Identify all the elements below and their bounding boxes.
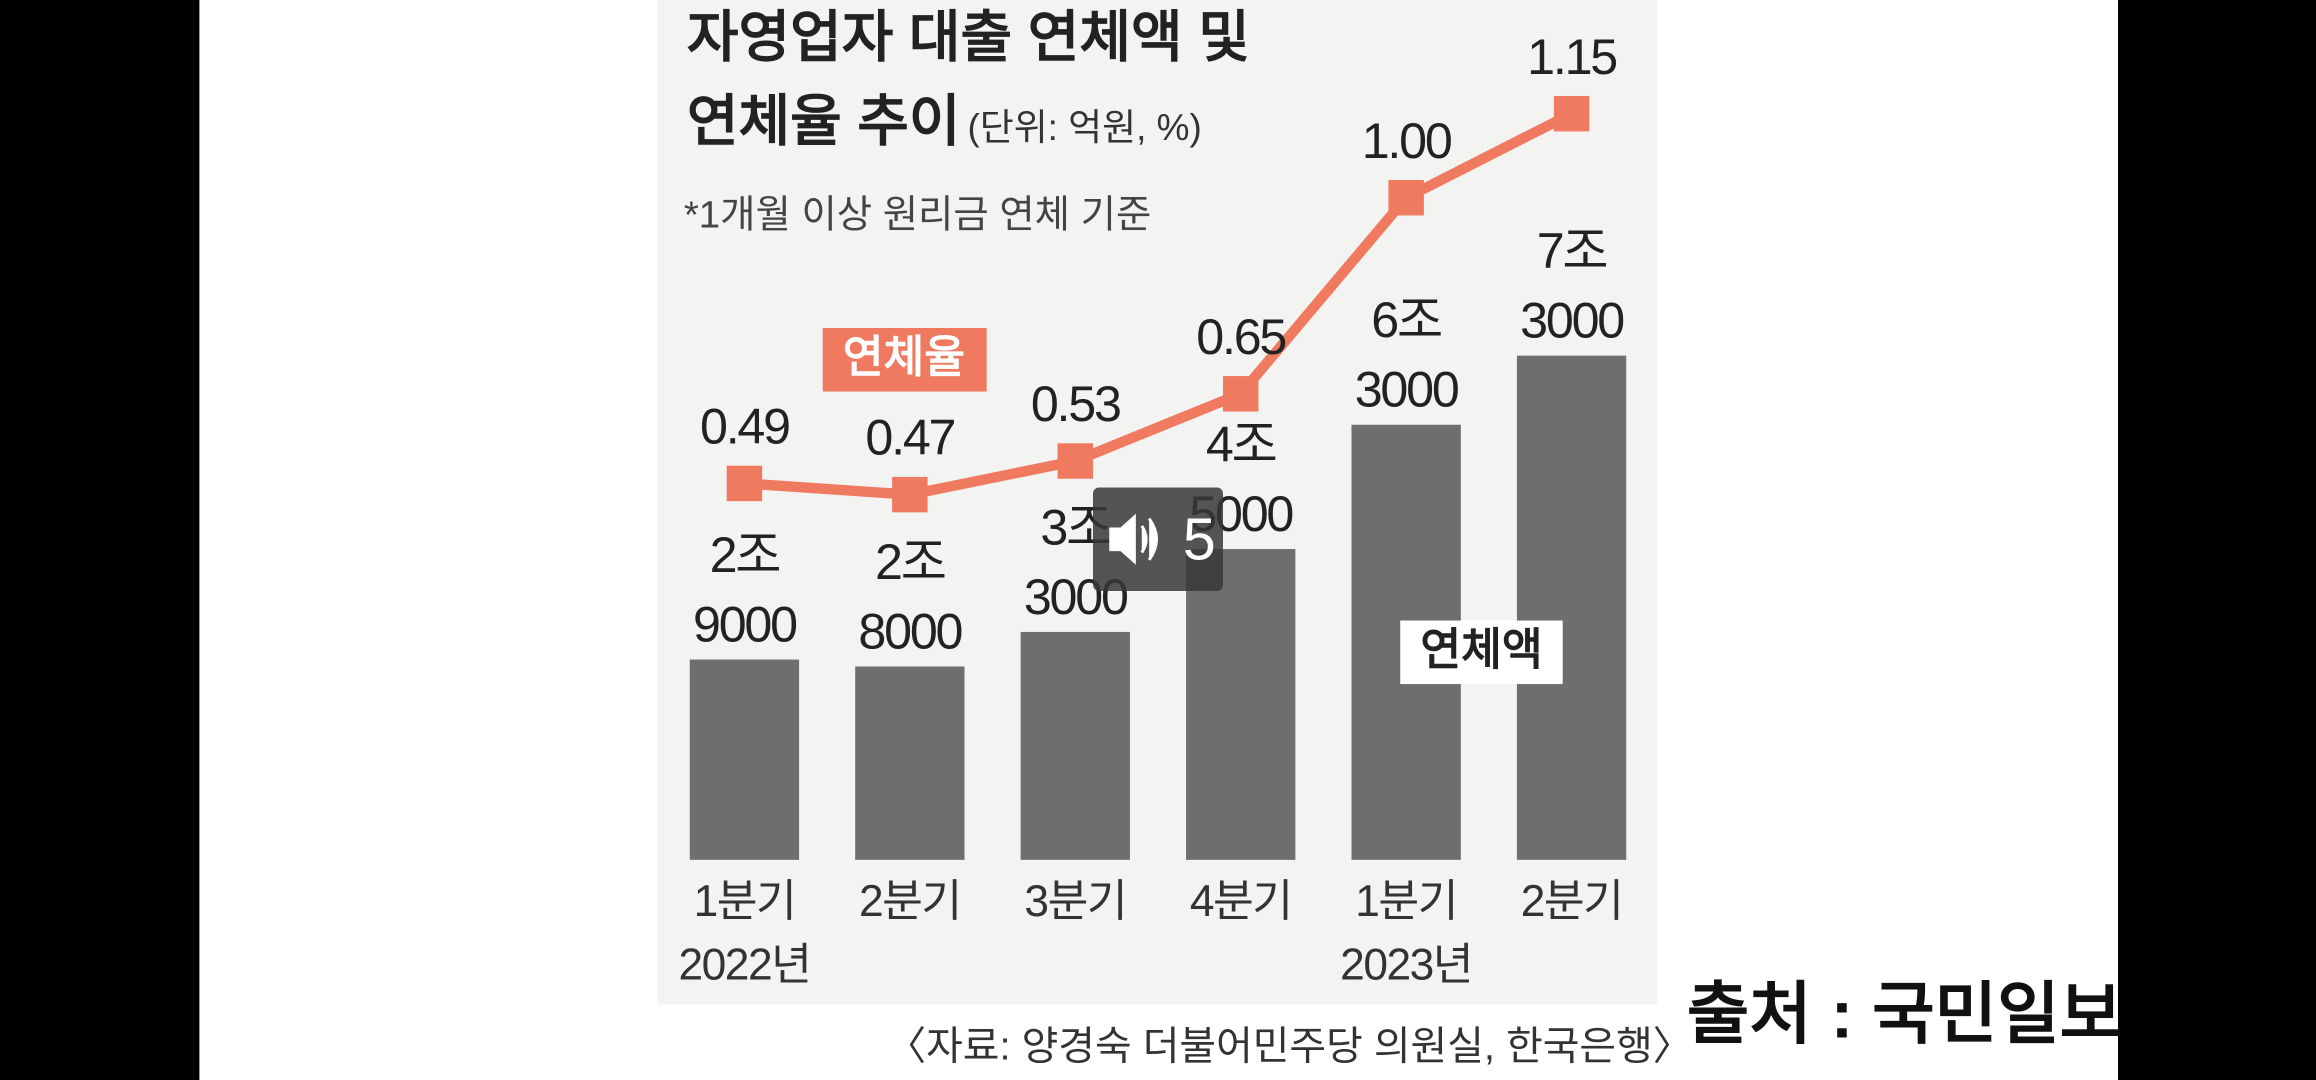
x-tick-label: 1분기 2022년 xyxy=(678,877,810,990)
x-tick-label: 4분기 xyxy=(1190,877,1292,926)
speaker-icon[interactable] xyxy=(1109,513,1158,565)
bar xyxy=(1186,549,1296,860)
rate-marker xyxy=(1553,95,1590,132)
chart-subtitle: (단위: 억원, %) xyxy=(967,107,1201,148)
chart-note: *1개월 이상 원리금 연체 기준 xyxy=(684,193,1151,236)
rate-line xyxy=(744,109,1574,500)
rate-value-label: 0.53 xyxy=(1031,376,1120,432)
legend-label: 연체액 xyxy=(1420,626,1542,675)
legend-label: 연체율 xyxy=(843,333,965,382)
x-tick-label: 1분기 2023년 xyxy=(1340,877,1472,990)
rate-marker xyxy=(1057,443,1094,479)
rate-marker xyxy=(892,476,928,513)
player-overlay[interactable]: 5 xyxy=(1093,487,1223,591)
legend-box xyxy=(1400,620,1563,685)
rate-value-label: 0.49 xyxy=(700,399,789,455)
x-tick-label: 2분기 xyxy=(859,877,961,926)
rate-marker xyxy=(726,465,763,502)
bar-value-label: 6조 3000 xyxy=(1355,293,1458,418)
right-letterbox xyxy=(2118,0,2316,1080)
rate-marker xyxy=(1222,376,1259,412)
bar xyxy=(1020,631,1130,860)
overlay-counter: 5 xyxy=(1183,506,1216,572)
chart-marks: 1분기 2022년 2분기 3분기 4분기 1분기 2023년 2분기 2조 9000 2조 8000… xyxy=(678,29,1627,990)
bar xyxy=(855,666,965,860)
bar-value-label: 2조 9000 xyxy=(693,527,796,652)
rate-value-label: 1.15 xyxy=(1527,29,1616,85)
credit: 출처 : 국민일보 xyxy=(1687,976,2122,1052)
bar-value-label: 2조 8000 xyxy=(858,534,961,659)
x-tick-label: 3분기 xyxy=(1024,877,1126,926)
legend-box xyxy=(822,327,987,392)
bar xyxy=(689,659,800,860)
chart-source: 〈자료: 양경숙 더불어민주당 의원실, 한국은행〉 xyxy=(886,1025,1692,1069)
rate-value-label: 0.65 xyxy=(1196,309,1285,365)
x-tick-label: 2분기 xyxy=(1521,877,1623,926)
bar-value-label: 7조 3000 xyxy=(1520,223,1623,348)
rate-value-label: 1.00 xyxy=(1362,113,1451,169)
rate-value-label: 0.47 xyxy=(865,410,954,466)
bar xyxy=(1516,355,1627,860)
left-letterbox xyxy=(0,0,200,1080)
chart-title: 자영업자 대출 연체액 및 연체율 추이 xyxy=(687,5,1250,152)
rate-marker xyxy=(1388,180,1424,216)
